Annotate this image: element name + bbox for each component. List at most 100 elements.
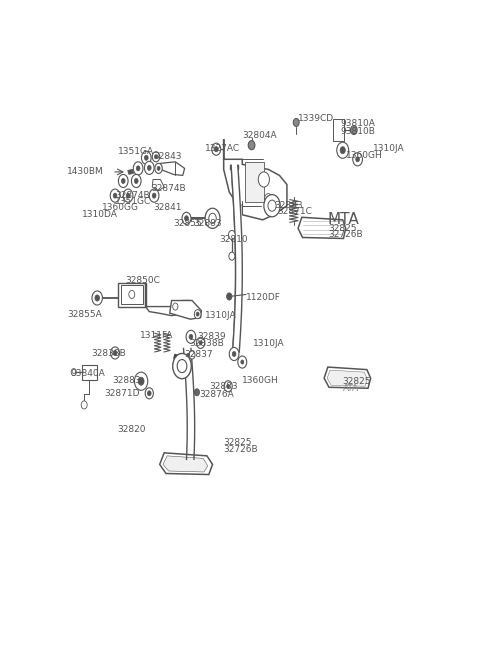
Circle shape xyxy=(229,252,235,260)
Circle shape xyxy=(155,163,162,174)
Text: 32874B: 32874B xyxy=(115,191,150,200)
Text: 32820: 32820 xyxy=(118,424,146,434)
Circle shape xyxy=(173,303,178,310)
Circle shape xyxy=(264,194,272,204)
Polygon shape xyxy=(160,162,185,176)
Circle shape xyxy=(113,193,117,198)
Polygon shape xyxy=(160,453,213,474)
Circle shape xyxy=(194,310,201,319)
Text: 32726B: 32726B xyxy=(328,231,362,240)
Text: 32843: 32843 xyxy=(153,152,181,161)
Polygon shape xyxy=(128,170,133,174)
Text: 32883: 32883 xyxy=(193,219,222,229)
Text: 32855: 32855 xyxy=(173,219,202,229)
Circle shape xyxy=(196,337,204,348)
Text: 32838B: 32838B xyxy=(92,349,126,358)
Text: 32871C: 32871C xyxy=(277,207,312,216)
Text: 32810: 32810 xyxy=(219,236,248,244)
Circle shape xyxy=(152,193,156,198)
Polygon shape xyxy=(145,283,192,316)
Circle shape xyxy=(238,356,247,368)
Circle shape xyxy=(212,143,221,155)
Circle shape xyxy=(92,291,102,305)
Polygon shape xyxy=(327,370,367,386)
Circle shape xyxy=(173,354,192,379)
Circle shape xyxy=(147,391,151,396)
Text: 1310DA: 1310DA xyxy=(83,210,118,219)
Text: 32726B: 32726B xyxy=(224,445,258,454)
Text: 32855A: 32855A xyxy=(67,310,102,319)
Text: MTA: MTA xyxy=(328,212,360,227)
Text: 1311FA: 1311FA xyxy=(140,331,173,341)
Circle shape xyxy=(142,151,151,164)
Circle shape xyxy=(110,189,120,202)
Text: 32876A: 32876A xyxy=(200,390,234,399)
Circle shape xyxy=(227,293,232,300)
Circle shape xyxy=(241,360,244,364)
Text: 1310JA: 1310JA xyxy=(205,311,237,320)
Circle shape xyxy=(147,165,151,170)
Circle shape xyxy=(350,126,357,134)
Polygon shape xyxy=(244,162,264,202)
Text: 1120DF: 1120DF xyxy=(246,293,281,302)
Text: 32837: 32837 xyxy=(185,350,213,360)
Circle shape xyxy=(224,381,232,392)
Text: 1351GA: 1351GA xyxy=(118,147,154,157)
Circle shape xyxy=(71,369,76,376)
Text: 1339CD: 1339CD xyxy=(298,115,334,123)
Circle shape xyxy=(134,372,148,390)
Circle shape xyxy=(113,350,117,356)
Text: 1327AC: 1327AC xyxy=(205,143,240,153)
Circle shape xyxy=(340,147,345,154)
Text: 1310JA: 1310JA xyxy=(253,339,285,348)
Polygon shape xyxy=(82,365,97,380)
Circle shape xyxy=(81,401,87,409)
Text: 32874B: 32874B xyxy=(151,183,186,193)
Circle shape xyxy=(356,157,360,162)
Circle shape xyxy=(228,231,235,240)
Text: 32825: 32825 xyxy=(343,377,371,386)
Circle shape xyxy=(155,155,157,159)
Circle shape xyxy=(133,162,143,175)
Text: 32841: 32841 xyxy=(153,203,181,212)
Circle shape xyxy=(258,172,269,187)
Circle shape xyxy=(185,215,188,221)
Text: 93810A: 93810A xyxy=(341,119,376,128)
Circle shape xyxy=(145,388,154,399)
Polygon shape xyxy=(152,179,164,191)
Text: 32804A: 32804A xyxy=(242,130,277,140)
Circle shape xyxy=(129,290,135,299)
Text: 1310JA: 1310JA xyxy=(372,143,404,153)
Text: 1430BM: 1430BM xyxy=(67,168,104,176)
Circle shape xyxy=(119,174,128,187)
Circle shape xyxy=(264,195,280,217)
Circle shape xyxy=(186,330,196,343)
Circle shape xyxy=(123,189,133,202)
Circle shape xyxy=(209,214,216,223)
Text: 1351GC: 1351GC xyxy=(115,196,151,206)
Circle shape xyxy=(136,166,140,171)
Text: 32825: 32825 xyxy=(328,224,356,233)
Circle shape xyxy=(144,161,154,174)
Circle shape xyxy=(229,347,239,360)
Circle shape xyxy=(182,212,191,225)
Text: ATA: ATA xyxy=(343,384,359,393)
Circle shape xyxy=(215,147,218,152)
Text: 93810B: 93810B xyxy=(341,126,376,136)
Circle shape xyxy=(121,178,125,183)
Circle shape xyxy=(196,312,199,316)
Circle shape xyxy=(152,152,160,162)
Polygon shape xyxy=(120,286,143,304)
Text: 1360GH: 1360GH xyxy=(241,376,278,384)
Circle shape xyxy=(205,208,220,229)
Circle shape xyxy=(337,142,348,159)
Text: 32871D: 32871D xyxy=(105,389,140,398)
Circle shape xyxy=(126,193,130,198)
Circle shape xyxy=(138,377,144,385)
Text: 32825: 32825 xyxy=(224,438,252,447)
Polygon shape xyxy=(224,139,287,220)
Circle shape xyxy=(199,341,202,345)
Polygon shape xyxy=(334,119,344,141)
Circle shape xyxy=(232,352,236,356)
Text: 32850C: 32850C xyxy=(125,276,160,285)
